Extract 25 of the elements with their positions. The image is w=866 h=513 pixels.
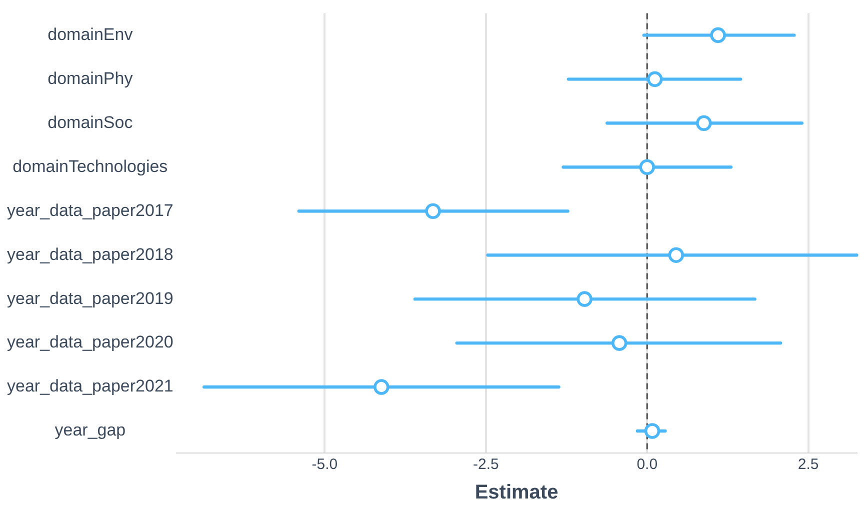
point (576, 291, 592, 307)
point (611, 335, 628, 351)
y-tick-label: year_data_paper2021 (6, 376, 174, 396)
x-tick-label: -2.5 (472, 456, 499, 474)
point (425, 203, 441, 220)
y-tick-label: year_data_paper2017 (6, 200, 174, 220)
y-tick-label: year_data_paper2020 (6, 332, 174, 352)
y-tick-label: year_data_paper2018 (6, 244, 174, 264)
x-axis-title: Estimate (474, 482, 558, 504)
point (710, 27, 726, 44)
y-tick-label: domainSoc (48, 112, 134, 132)
point (696, 115, 712, 132)
x-tick-label: -5.0 (312, 456, 338, 474)
point (374, 379, 390, 395)
y-tick-label: domainPhy (48, 68, 134, 88)
point (646, 71, 663, 88)
x-tick-label: 0.0 (636, 456, 658, 474)
y-tick-label: year_gap (54, 420, 126, 440)
y-tick-label: domainTechnologies (12, 156, 168, 176)
y-tick-label: year_data_paper2019 (6, 288, 174, 308)
point (644, 423, 660, 439)
y-tick-label: domainEnv (48, 24, 134, 44)
x-tick-label: 2.5 (798, 456, 819, 474)
point (639, 159, 656, 176)
point (668, 247, 684, 263)
